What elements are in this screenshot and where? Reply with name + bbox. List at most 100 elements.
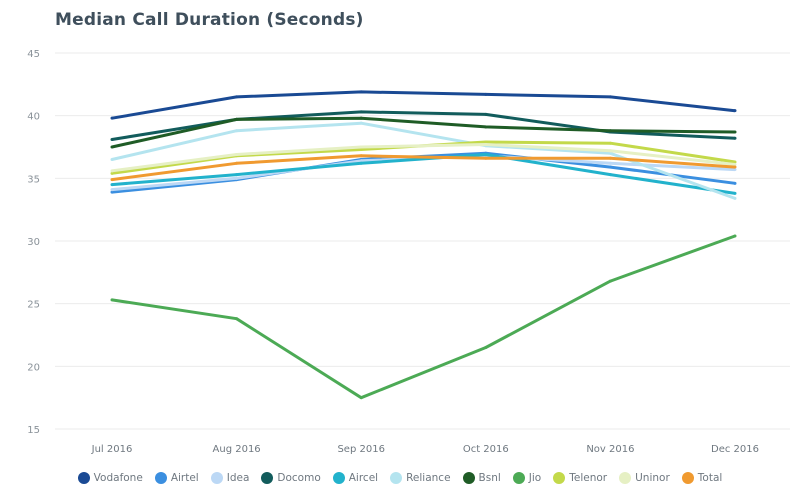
legend-item-telenor[interactable]: Telenor bbox=[553, 472, 607, 484]
series-line-vodafone[interactable] bbox=[111, 90, 736, 120]
legend-dot-icon bbox=[210, 472, 223, 484]
data-point-uninor[interactable] bbox=[359, 145, 363, 149]
data-point-idea[interactable] bbox=[733, 168, 737, 172]
data-point-vodafone[interactable] bbox=[110, 116, 114, 120]
data-point-uninor[interactable] bbox=[733, 163, 737, 167]
data-point-vodafone[interactable] bbox=[733, 109, 737, 113]
data-point-aircel[interactable] bbox=[484, 153, 488, 157]
data-point-total[interactable] bbox=[359, 154, 363, 158]
data-point-bsnl[interactable] bbox=[359, 116, 363, 120]
series-lines bbox=[110, 90, 737, 400]
data-point-aircel[interactable] bbox=[235, 173, 239, 177]
x-tick-label: Aug 2016 bbox=[213, 444, 261, 455]
y-tick-label: 35 bbox=[27, 174, 40, 185]
x-tick-label: Jul 2016 bbox=[91, 444, 133, 455]
data-point-aircel[interactable] bbox=[733, 191, 737, 195]
data-point-idea[interactable] bbox=[235, 176, 239, 180]
data-point-jio[interactable] bbox=[235, 317, 239, 321]
data-point-reliance[interactable] bbox=[110, 158, 114, 162]
legend-dot-icon bbox=[462, 472, 475, 484]
legend-item-idea[interactable]: Idea bbox=[210, 472, 249, 484]
data-point-telenor[interactable] bbox=[359, 148, 363, 152]
data-point-jio[interactable] bbox=[484, 346, 488, 350]
data-point-idea[interactable] bbox=[608, 161, 612, 165]
data-point-uninor[interactable] bbox=[235, 153, 239, 157]
legend-label: Aircel bbox=[348, 472, 379, 484]
legend-item-bsnl[interactable]: Bsnl bbox=[462, 472, 501, 484]
legend-label: Docomo bbox=[277, 472, 321, 484]
data-point-uninor[interactable] bbox=[608, 149, 612, 153]
data-point-total[interactable] bbox=[733, 165, 737, 169]
data-point-telenor[interactable] bbox=[110, 171, 114, 175]
data-point-reliance[interactable] bbox=[733, 196, 737, 200]
data-point-docomo[interactable] bbox=[359, 110, 363, 114]
data-point-telenor[interactable] bbox=[484, 140, 488, 144]
data-point-jio[interactable] bbox=[359, 396, 363, 400]
legend-item-airtel[interactable]: Airtel bbox=[154, 472, 199, 484]
legend-item-uninor[interactable]: Uninor bbox=[619, 472, 670, 484]
data-point-bsnl[interactable] bbox=[110, 145, 114, 149]
legend-item-total[interactable]: Total bbox=[681, 472, 722, 484]
series-line-aircel[interactable] bbox=[111, 153, 736, 195]
data-point-vodafone[interactable] bbox=[359, 90, 363, 94]
data-point-idea[interactable] bbox=[359, 159, 363, 163]
data-point-reliance[interactable] bbox=[608, 151, 612, 155]
data-point-bsnl[interactable] bbox=[484, 125, 488, 129]
legend-label: Telenor bbox=[569, 472, 608, 484]
x-tick-label: Sep 2016 bbox=[337, 444, 384, 455]
legend-item-reliance[interactable]: Reliance bbox=[390, 472, 451, 484]
data-point-uninor[interactable] bbox=[484, 142, 488, 146]
legend-dot-icon bbox=[681, 472, 694, 484]
legend-dot-icon bbox=[77, 472, 90, 484]
data-point-bsnl[interactable] bbox=[733, 130, 737, 134]
legend-label: Reliance bbox=[406, 472, 451, 484]
data-point-total[interactable] bbox=[235, 161, 239, 165]
series-line-uninor[interactable] bbox=[111, 143, 736, 173]
series-line-bsnl[interactable] bbox=[111, 116, 736, 149]
y-axis: 15 20 25 30 35 40 45 bbox=[27, 49, 40, 436]
data-point-vodafone[interactable] bbox=[235, 95, 239, 99]
data-point-aircel[interactable] bbox=[359, 161, 363, 165]
x-tick-label: Oct 2016 bbox=[463, 444, 509, 455]
legend-dot-icon bbox=[154, 472, 167, 484]
data-point-reliance[interactable] bbox=[359, 121, 363, 125]
chart-title: Median Call Duration (Seconds) bbox=[55, 10, 364, 30]
data-point-total[interactable] bbox=[608, 156, 612, 160]
x-axis: Jul 2016 Aug 2016 Sep 2016 Oct 2016 Nov 2016… bbox=[91, 444, 759, 455]
data-point-telenor[interactable] bbox=[608, 141, 612, 145]
legend-item-jio[interactable]: Jio bbox=[512, 472, 541, 484]
data-point-airtel[interactable] bbox=[608, 165, 612, 169]
legend-dot-icon bbox=[390, 472, 403, 484]
series-line-total[interactable] bbox=[111, 154, 736, 182]
data-point-total[interactable] bbox=[110, 178, 114, 182]
data-point-uninor[interactable] bbox=[110, 169, 114, 173]
data-point-aircel[interactable] bbox=[608, 173, 612, 177]
data-point-aircel[interactable] bbox=[110, 183, 114, 187]
data-point-reliance[interactable] bbox=[235, 129, 239, 133]
line-chart: 15 20 25 30 35 40 45 Jul 2016 Aug 2016 Sep 2016 O… bbox=[27, 49, 790, 455]
legend-item-aircel[interactable]: Aircel bbox=[332, 472, 379, 484]
data-point-jio[interactable] bbox=[733, 234, 737, 238]
data-point-docomo[interactable] bbox=[484, 112, 488, 116]
data-point-jio[interactable] bbox=[110, 298, 114, 302]
data-point-bsnl[interactable] bbox=[608, 129, 612, 133]
data-point-airtel[interactable] bbox=[733, 181, 737, 185]
series-line-jio[interactable] bbox=[111, 234, 736, 400]
data-point-idea[interactable] bbox=[110, 188, 114, 192]
data-point-docomo[interactable] bbox=[110, 137, 114, 141]
x-tick-label: Dec 2016 bbox=[711, 444, 759, 455]
legend-dot-icon bbox=[619, 472, 632, 484]
data-point-total[interactable] bbox=[484, 156, 488, 160]
data-point-jio[interactable] bbox=[608, 279, 612, 283]
data-point-telenor[interactable] bbox=[733, 160, 737, 164]
legend-label: Uninor bbox=[635, 472, 670, 484]
data-point-docomo[interactable] bbox=[733, 136, 737, 140]
legend-item-docomo[interactable]: Docomo bbox=[261, 472, 321, 484]
data-point-airtel[interactable] bbox=[110, 190, 114, 194]
data-point-bsnl[interactable] bbox=[235, 117, 239, 121]
legend-item-vodafone[interactable]: Vodafone bbox=[77, 472, 143, 484]
data-point-vodafone[interactable] bbox=[484, 92, 488, 96]
legend-dot-icon bbox=[332, 472, 345, 484]
data-point-vodafone[interactable] bbox=[608, 95, 612, 99]
y-tick-label: 25 bbox=[27, 300, 40, 311]
